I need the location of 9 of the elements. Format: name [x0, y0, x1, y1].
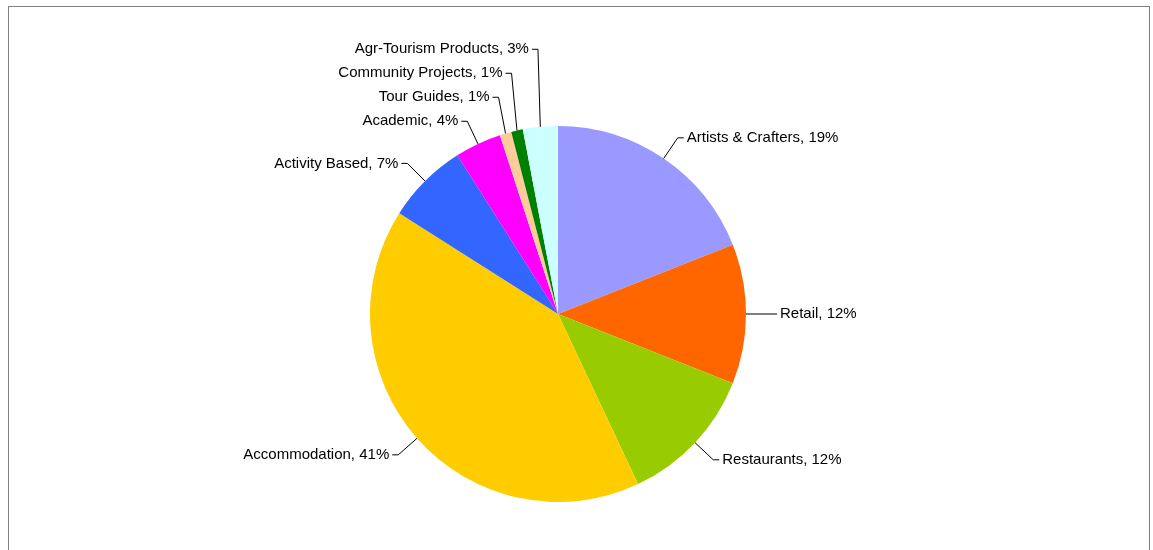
slice-label: Restaurants, 12% — [722, 449, 842, 467]
slice-label: Accommodation, 41% — [243, 445, 390, 462]
slice-label: Artists & Crafters, 19% — [686, 127, 839, 145]
slice-label: Retail, 12% — [780, 304, 857, 322]
slice-label: Academic, 4% — [362, 111, 459, 129]
slice-label: Activity Based, 7% — [274, 153, 399, 171]
slice-label: Community Projects, 1% — [338, 63, 503, 81]
slice-label: Tour Guides, 1% — [378, 87, 490, 105]
slice-label: Agr-Tourism Products, 3% — [354, 39, 529, 57]
